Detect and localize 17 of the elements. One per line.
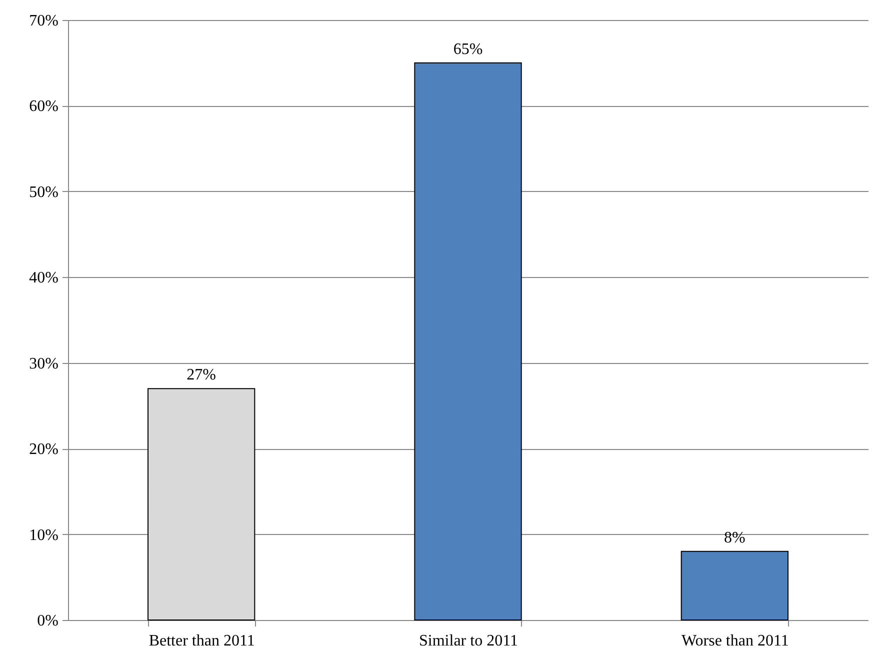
data-label: 27% [186, 366, 216, 384]
bar [148, 388, 256, 620]
y-tick-label: 0% [37, 612, 58, 630]
y-tick-label: 20% [29, 441, 58, 458]
y-tick-label: 10% [29, 526, 58, 544]
bar [414, 62, 522, 620]
bar [680, 550, 788, 620]
y-tick-label: 70% [29, 12, 58, 30]
data-label: 8% [724, 529, 746, 546]
x-tick-label: Worse than 2011 [681, 632, 789, 650]
x-tick-label: Similar to 2011 [419, 632, 518, 650]
y-tick-label: 60% [29, 98, 58, 116]
x-tick-label: Better than 2011 [148, 632, 255, 650]
data-label: 65% [453, 40, 483, 58]
y-tick-label: 30% [29, 355, 58, 372]
y-tick-label: 40% [29, 270, 58, 287]
y-tick-label: 50% [29, 184, 58, 201]
